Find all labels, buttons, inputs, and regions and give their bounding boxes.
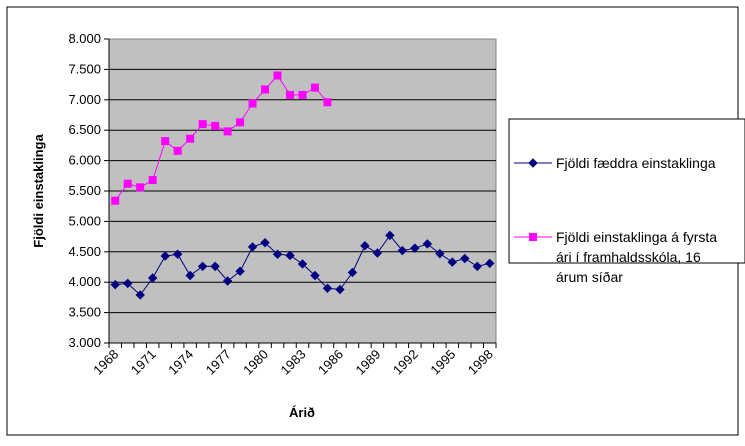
legend-label: Fjöldi einstaklinga á fyrsta [556,229,717,245]
y-tick-label: 4.000 [68,274,101,289]
data-point [372,248,383,258]
data-point [460,253,470,264]
data-point [360,241,370,251]
data-point [123,179,132,188]
y-tick-label: 6.500 [68,122,101,137]
data-point [197,261,208,272]
data-point [435,248,445,259]
data-point [385,230,395,241]
data-point [248,99,257,108]
x-axis-title: Árið [289,405,315,420]
data-point [410,243,420,253]
data-point [472,261,482,272]
y-tick-label: 5.000 [68,213,101,228]
data-point [323,98,332,107]
data-point [173,146,182,155]
data-point [397,245,408,256]
y-tick-label: 4.500 [68,244,101,259]
data-point [235,266,245,276]
data-point [198,120,207,129]
y-tick-label: 6.000 [68,153,101,168]
series-layer [110,71,495,300]
legend-marker [529,233,537,241]
data-point [447,257,458,267]
data-point [322,283,333,293]
data-point [310,270,320,281]
data-point [222,276,233,286]
data-point [172,249,183,259]
legend-label: árum síðar [556,269,623,285]
data-point [286,90,295,99]
legend-box [508,118,745,264]
data-point [236,118,245,127]
data-point [110,279,120,290]
data-point [247,242,258,252]
data-point [160,251,170,261]
data-point [210,261,220,272]
data-point [422,239,433,249]
series-square [111,71,332,205]
data-point [335,284,345,295]
data-point [135,290,145,300]
data-point [147,273,158,283]
legend: Fjöldi fæddra einstaklinga Fjöldi einstak… [508,118,745,285]
gridlines [109,68,496,314]
data-point [211,121,220,130]
data-point [273,71,282,80]
data-point [161,137,170,146]
data-point [111,196,120,205]
data-point [485,258,495,269]
y-tick-label: 7.500 [68,61,101,76]
data-point [123,278,133,289]
data-point [285,250,295,261]
data-point [261,85,270,94]
y-tick-label: 3.000 [68,335,101,350]
series-diamond [110,230,495,300]
data-point [272,249,283,259]
legend-label: Fjöldi fæddra einstaklinga [556,155,716,171]
data-point [185,270,195,281]
legend-marker [528,158,538,168]
data-point [136,183,145,192]
legend-label: ári í framhaldsskóla, 16 [556,249,701,265]
data-point [148,176,157,185]
y-tick-label: 8.000 [68,31,101,46]
data-point [347,267,358,278]
y-tick-label: 5.500 [68,183,101,198]
data-point [310,83,319,92]
y-tick-label: 7.000 [68,92,101,107]
data-point [186,134,195,143]
data-point [223,127,232,136]
data-point [297,259,308,269]
y-axis-title: Fjöldi einstaklinga [31,134,46,248]
axes: 3.000 3.500 4.000 4.500 5.000 5.500 6.000 6.500… [68,31,497,378]
y-tick-label: 3.500 [68,305,101,320]
data-point [298,90,307,99]
data-point [260,237,270,248]
